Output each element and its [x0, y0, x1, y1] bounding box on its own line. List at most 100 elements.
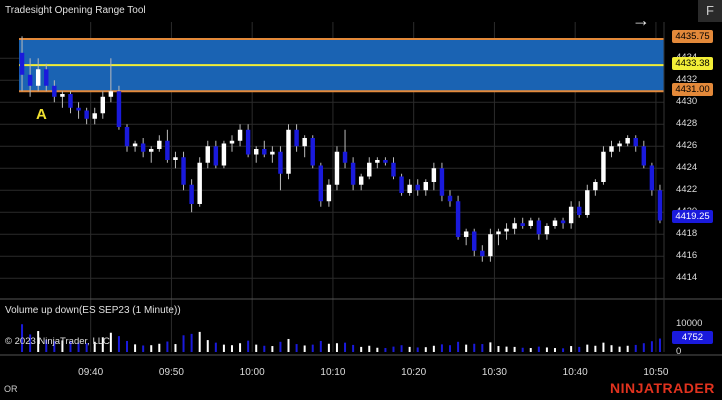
volume-bar: [586, 344, 589, 352]
volume-bar: [77, 342, 80, 352]
volume-bar: [134, 344, 137, 352]
volume-bar: [247, 340, 250, 352]
candle-body: [585, 190, 590, 215]
volume-bar: [432, 345, 435, 352]
volume-bar: [182, 335, 185, 352]
volume-bar: [489, 342, 492, 352]
volume-bar: [578, 346, 581, 352]
volume-bar: [101, 337, 104, 352]
candle-body: [641, 146, 647, 166]
panel-dividers: [0, 22, 722, 356]
volume-bar: [449, 345, 452, 352]
volume-bar: [69, 340, 72, 352]
candle-body: [76, 107, 81, 111]
volume-bar: [214, 342, 217, 352]
volume-bar: [109, 332, 112, 352]
candle-body: [318, 165, 324, 202]
price-tick-label: 4430: [676, 96, 698, 108]
price-tick-label: 4422: [676, 184, 698, 196]
volume-bar: [553, 348, 556, 352]
window-title: Tradesight Opening Range Tool: [5, 5, 146, 16]
volume-bar: [392, 346, 395, 352]
volume-bar: [166, 341, 169, 352]
volume-bar: [570, 346, 573, 352]
volume-bar: [384, 348, 387, 352]
candle-body: [431, 168, 437, 182]
volume-bar: [126, 340, 129, 352]
candle-body: [375, 160, 380, 163]
volume-bar: [634, 344, 637, 352]
candle-body: [593, 181, 598, 191]
volume-bar: [529, 348, 532, 352]
time-tick-label: 10:30: [481, 367, 507, 378]
volume-bar: [545, 347, 548, 352]
volume-bar: [376, 347, 379, 352]
arrow-right-icon[interactable]: →: [632, 10, 650, 30]
volume-bar: [642, 343, 645, 352]
volume-bar: [400, 345, 403, 352]
volume-bar: [505, 346, 508, 352]
time-tick-label: 10:20: [401, 367, 427, 378]
candle-body: [528, 220, 533, 226]
volume-bar: [327, 343, 330, 352]
volume-bar: [255, 344, 258, 352]
candle-body: [245, 129, 251, 155]
candle-body: [253, 149, 259, 155]
candle-body: [189, 184, 194, 204]
volume-bar: [287, 338, 290, 352]
last-price-tag: 4419.25: [672, 210, 713, 223]
volume-bar: [150, 345, 153, 352]
time-tick-label: 10:50: [643, 367, 669, 378]
price-tick-label: 4418: [676, 228, 698, 240]
volume-bar: [93, 341, 96, 352]
candle-body: [52, 85, 57, 97]
candle-body: [294, 129, 299, 147]
volume-bar: [239, 343, 242, 352]
volume-bar: [424, 347, 427, 352]
candle-body: [334, 151, 340, 185]
candle-body: [270, 151, 275, 155]
volume-bar: [626, 345, 629, 352]
price-tick-label: 4424: [676, 162, 698, 174]
candle-body: [140, 143, 146, 152]
candle-body: [237, 129, 243, 141]
volume-bar: [45, 339, 48, 352]
volume-bar: [263, 345, 266, 352]
candle-body: [601, 151, 606, 182]
volume-bar: [465, 344, 468, 352]
time-tick-label: 10:10: [320, 367, 346, 378]
candle-body: [44, 69, 49, 86]
candle-body: [221, 143, 227, 166]
candle-body: [447, 195, 453, 202]
volume-series: [21, 324, 661, 352]
candle-body: [132, 143, 138, 147]
candle-body: [350, 162, 356, 185]
candle-body: [60, 94, 65, 97]
price-tick-label: 4414: [676, 272, 698, 284]
volume-bar: [29, 334, 32, 352]
f-button[interactable]: F: [698, 0, 722, 22]
candle-body: [488, 234, 493, 257]
volume-bar: [610, 345, 613, 352]
candle-body: [173, 157, 178, 160]
candle-body: [205, 146, 210, 163]
volume-bar: [303, 345, 306, 352]
candle-body: [35, 69, 41, 86]
time-tick-label: 10:40: [562, 367, 588, 378]
candle-body: [302, 138, 307, 147]
candle-body: [439, 168, 445, 196]
volume-bar: [279, 341, 282, 352]
time-tick-label: 09:40: [78, 367, 104, 378]
candle-body: [423, 181, 429, 191]
volume-bar: [61, 340, 64, 352]
volume-bar: [37, 331, 40, 352]
candle-body: [278, 151, 283, 174]
copyright-text: © 2023 NinjaTrader, LLC: [5, 336, 110, 347]
candle-body: [455, 201, 461, 237]
candle-body: [342, 151, 348, 163]
volume-bar: [319, 340, 322, 352]
candle-body: [286, 129, 291, 174]
candle-body: [625, 138, 630, 144]
candle-body: [512, 223, 517, 229]
